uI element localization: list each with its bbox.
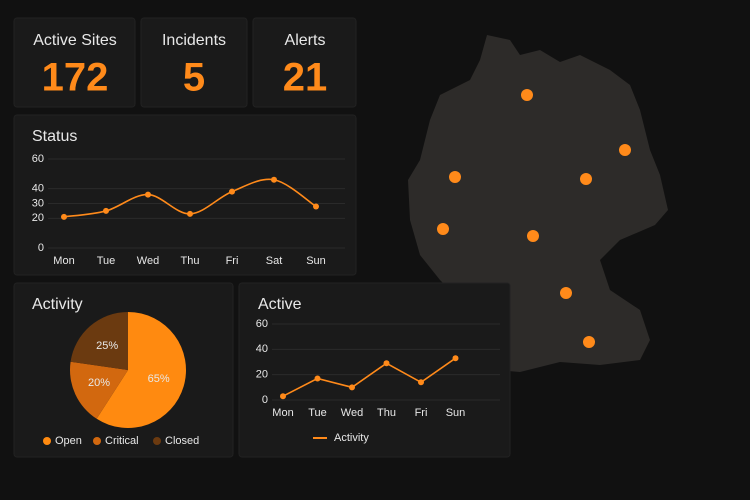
x-tick-label: Sat — [266, 255, 283, 267]
pie-slice — [70, 312, 128, 370]
point — [103, 207, 109, 214]
kpi-card — [252, 17, 357, 108]
point — [383, 360, 390, 367]
site-marker — [521, 89, 533, 101]
kpi-label: Incidents — [162, 32, 226, 49]
x-tick-label: Tue — [97, 255, 116, 267]
x-tick-label: Sun — [306, 255, 326, 267]
point — [280, 393, 286, 400]
charts: 0 20 30 40 60 Mon Tue Wed Thu Fri Sat Sun 65% 20% 25% O… — [32, 153, 500, 447]
x-tick-label: Fri — [226, 255, 239, 267]
site-marker — [619, 144, 631, 156]
active-panel — [238, 282, 511, 458]
y-tick-label: 40 — [32, 183, 44, 195]
legend-label: Open — [55, 435, 82, 447]
legend-swatch — [153, 437, 161, 445]
kpi-card — [140, 17, 248, 108]
kpi-label: Alerts — [285, 32, 326, 49]
kpi-value: 5 — [183, 56, 205, 100]
slice-label: 25% — [96, 340, 118, 352]
point — [61, 213, 67, 220]
site-marker — [560, 287, 572, 299]
y-tick-label: 20 — [32, 212, 44, 224]
x-tick-label: Sun — [446, 407, 466, 419]
chart-title: Activity — [32, 296, 83, 313]
pie-slice — [69, 361, 128, 419]
kpi-value: 172 — [42, 56, 109, 100]
point — [229, 188, 235, 195]
point — [349, 384, 355, 391]
y-tick-label: 0 — [38, 242, 44, 254]
legend-label: Activity — [334, 432, 369, 444]
site-marker — [527, 230, 539, 242]
x-tick-label: Mon — [272, 407, 293, 419]
y-tick-label: 30 — [32, 197, 44, 209]
kpi-value: 21 — [283, 56, 328, 100]
slice-label: 65% — [148, 373, 170, 385]
point — [314, 375, 321, 382]
point — [271, 176, 277, 183]
point — [418, 379, 424, 386]
chart-title: Status — [32, 128, 77, 145]
kpi-label: Active Sites — [33, 32, 117, 49]
chart-title: Active — [258, 296, 302, 313]
y-tick-label: 60 — [256, 318, 268, 330]
site-marker — [583, 336, 595, 348]
point — [313, 203, 319, 210]
x-tick-label: Fri — [415, 407, 428, 419]
legend-swatch — [93, 437, 101, 445]
x-tick-label: Mon — [53, 255, 74, 267]
legend-label: Critical — [105, 435, 139, 447]
point — [452, 355, 459, 362]
legend-label: Closed — [165, 435, 199, 447]
y-tick-label: 40 — [256, 343, 268, 355]
site-marker — [449, 171, 461, 183]
status-panel — [13, 114, 357, 276]
site-marker — [580, 173, 592, 185]
point — [145, 191, 151, 198]
y-tick-label: 20 — [256, 369, 268, 381]
y-tick-label: 60 — [32, 153, 44, 165]
y-tick-label: 0 — [262, 394, 268, 406]
x-tick-label: Thu — [181, 255, 200, 267]
slice-label: 20% — [88, 377, 110, 389]
x-tick-label: Wed — [137, 255, 159, 267]
kpi-card — [13, 17, 136, 108]
site-marker — [437, 223, 449, 235]
x-tick-label: Thu — [377, 407, 396, 419]
legend-swatch — [43, 437, 51, 445]
point — [187, 210, 193, 217]
x-tick-label: Wed — [341, 407, 363, 419]
x-tick-label: Tue — [308, 407, 327, 419]
pie-slice — [96, 312, 186, 428]
line — [282, 357, 456, 397]
